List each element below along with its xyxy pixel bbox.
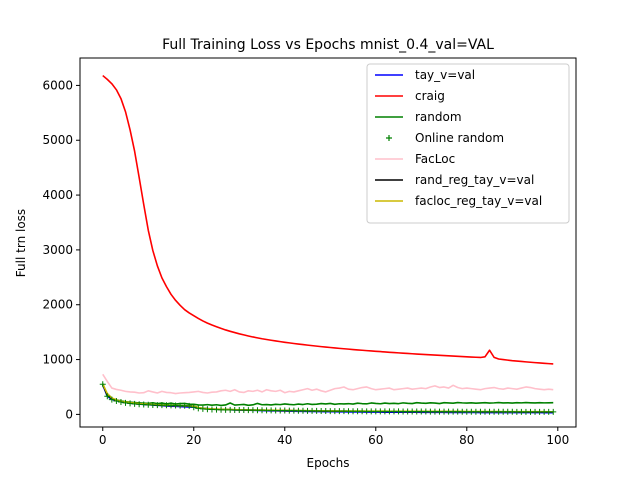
- plot-markers: [99, 381, 557, 415]
- y-tick-label: 2000: [42, 298, 73, 312]
- x-axis-label: Epochs: [307, 456, 350, 470]
- series-marker-online-random: [122, 399, 129, 406]
- y-axis-label: Full trn loss: [14, 209, 28, 277]
- series-marker-online-random: [195, 405, 202, 412]
- legend-label: tay_v=val: [415, 68, 475, 82]
- plot-frame: [79, 57, 577, 428]
- y-tick-label: 3000: [42, 243, 73, 257]
- series-marker-online-random: [190, 404, 197, 411]
- y-tick-label: 1000: [42, 353, 73, 367]
- x-tick-label: 100: [546, 433, 569, 447]
- y-tick-label: 4000: [42, 188, 73, 202]
- legend-label: FacLoc: [415, 152, 455, 166]
- series-marker-online-random: [108, 396, 115, 403]
- y-tick-label: 6000: [42, 78, 73, 92]
- legend-label: craig: [415, 89, 445, 103]
- x-tick-label: 40: [277, 433, 292, 447]
- series-marker-online-random: [550, 408, 557, 415]
- legend-label: Online random: [415, 131, 504, 145]
- x-tick-label: 60: [368, 433, 383, 447]
- series-line-facloc: [102, 373, 554, 395]
- x-axis: 0 20 40 60 80 100: [99, 427, 569, 447]
- x-tick-label: 80: [459, 433, 474, 447]
- y-tick-label: 5000: [42, 133, 73, 147]
- series-marker-online-random: [117, 399, 124, 406]
- series-line-random: [102, 383, 554, 407]
- x-tick-label: 0: [99, 433, 107, 447]
- x-tick-label: 20: [186, 433, 201, 447]
- series-marker-online-random: [186, 402, 193, 409]
- y-axis: 0 1000 2000 3000 4000 5000 6000: [42, 78, 80, 421]
- series-marker-online-random: [104, 393, 111, 400]
- series-line-craig: [102, 74, 554, 365]
- y-tick-label: 0: [65, 407, 73, 421]
- series-marker-online-random: [113, 397, 120, 404]
- series-marker-online-random: [99, 381, 106, 388]
- legend-label: random: [415, 110, 462, 124]
- legend-label: rand_reg_tay_v=val: [415, 173, 534, 187]
- legend-swatch: [386, 135, 392, 141]
- legend-label: facloc_reg_tay_v=val: [415, 194, 542, 208]
- chart-title: Full Training Loss vs Epochs mnist_0.4_v…: [162, 37, 494, 53]
- legend-box: [366, 63, 570, 224]
